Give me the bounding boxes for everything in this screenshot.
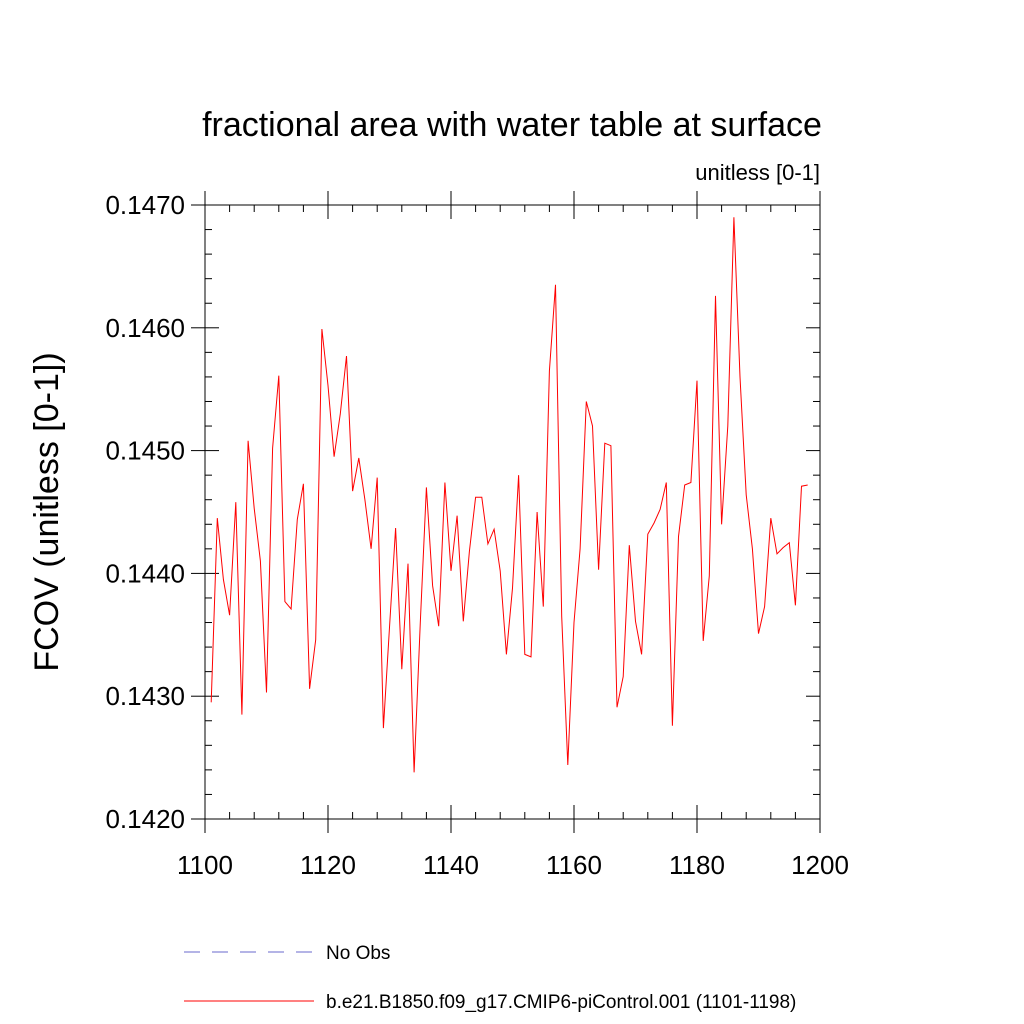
y-axis-ticks: 0.1420 0.1430 0.1440 0.1450 0.1460 0.1470 (105, 190, 820, 834)
legend-label: b.e21.B1850.f09_g17.CMIP6-piControl.001 … (326, 992, 796, 1013)
x-tick-label: 1200 (791, 850, 849, 880)
chart-subtitle: unitless [0-1] (695, 160, 820, 185)
legend: No Obs b.e21.B1850.f09_g17.CMIP6-piContro… (184, 943, 796, 1013)
y-tick-label: 0.1470 (105, 190, 185, 220)
y-tick-label: 0.1440 (105, 558, 185, 588)
plot-frame (204, 204, 821, 820)
plot-border (204, 204, 821, 820)
y-axis-label: FCOV (unitless [0-1]) (28, 352, 66, 671)
x-axis-ticks: 1100 1120 1140 1160 1180 1200 (177, 191, 849, 880)
series-line (210, 217, 808, 773)
legend-label: No Obs (326, 943, 390, 964)
x-tick-label: 1120 (300, 850, 356, 880)
x-tick-label: 1100 (177, 850, 233, 880)
x-tick-label: 1180 (669, 850, 725, 880)
y-tick-label: 0.1450 (105, 436, 185, 466)
y-tick-label: 0.1460 (105, 313, 185, 343)
series-layer (210, 217, 808, 773)
x-tick-label: 1140 (423, 850, 479, 880)
chart-title: fractional area with water table at surf… (202, 106, 822, 144)
x-tick-label: 1160 (546, 850, 602, 880)
y-tick-label: 0.1420 (105, 804, 185, 834)
y-tick-label: 0.1430 (105, 681, 185, 711)
